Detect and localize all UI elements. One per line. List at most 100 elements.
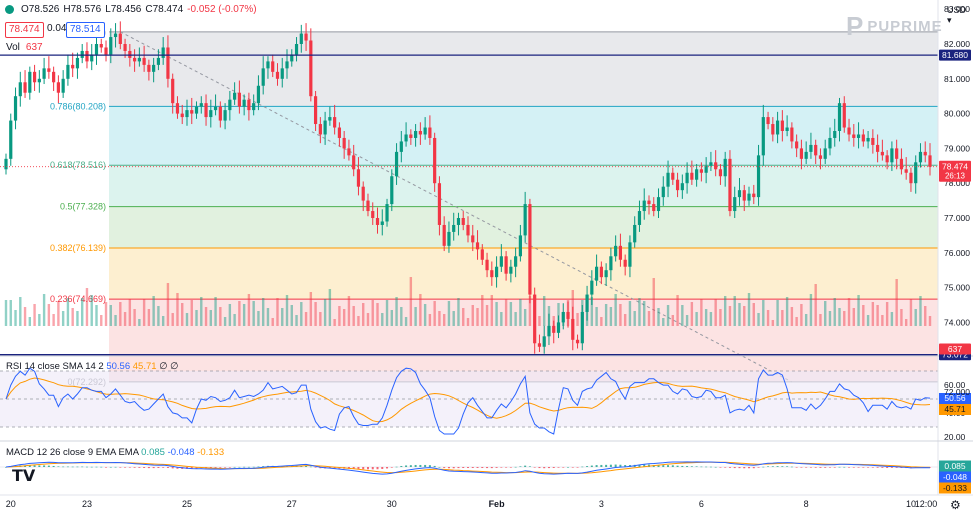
candle-body bbox=[914, 162, 918, 184]
time-tick-label: 23 bbox=[82, 499, 92, 509]
macd-histogram-bar bbox=[138, 467, 141, 468]
volume-bar bbox=[238, 301, 241, 326]
volume-bar bbox=[252, 301, 255, 326]
volume-bar bbox=[33, 304, 36, 326]
volume-bar bbox=[809, 294, 813, 326]
volume-bar bbox=[828, 311, 832, 326]
macd-value: -0.048 bbox=[167, 447, 195, 458]
macd-histogram-bar bbox=[471, 467, 474, 468]
fib-label: 0.236(74.669) bbox=[50, 294, 106, 304]
candle-body bbox=[666, 172, 670, 187]
candle-body bbox=[842, 103, 846, 128]
macd-histogram-bar bbox=[528, 466, 531, 467]
volume-bar bbox=[633, 311, 636, 326]
candle-body bbox=[275, 71, 280, 79]
candle-body bbox=[318, 124, 322, 135]
macd-histogram-bar bbox=[667, 465, 670, 467]
macd-histogram-bar bbox=[119, 467, 122, 468]
candle-body bbox=[266, 61, 270, 69]
volume-bar bbox=[257, 311, 260, 326]
volume-bar bbox=[614, 294, 617, 326]
macd-histogram-bar bbox=[233, 466, 236, 468]
macd-histogram-bar bbox=[533, 467, 536, 468]
candle-body bbox=[856, 134, 861, 138]
candle-body bbox=[766, 117, 770, 125]
macd-histogram-bar bbox=[467, 467, 469, 468]
macd-histogram-bar bbox=[552, 467, 555, 468]
candle-body bbox=[285, 61, 289, 69]
macd-histogram-bar bbox=[57, 466, 60, 468]
buy-button[interactable]: 78.514 bbox=[66, 22, 105, 38]
macd-histogram-bar bbox=[424, 464, 427, 467]
macd-histogram-bar bbox=[219, 467, 222, 468]
time-tick-label: 25 bbox=[182, 499, 192, 509]
hline-price-badge: 73.072 bbox=[942, 350, 968, 360]
candle-body bbox=[328, 117, 332, 121]
rsi-legend-title: RSI 14 close SMA 14 2 bbox=[6, 361, 104, 372]
candle-body bbox=[71, 64, 75, 69]
macd-legend-title: MACD 12 26 close 9 EMA EMA bbox=[6, 447, 139, 458]
volume-bar bbox=[428, 314, 432, 326]
candle-body bbox=[771, 124, 775, 135]
high-value: H78.576 bbox=[63, 4, 102, 15]
macd-histogram-bar bbox=[438, 466, 441, 468]
rsi-sma-badge-bg bbox=[939, 404, 971, 415]
volume-bar bbox=[328, 289, 332, 326]
candle-body bbox=[380, 221, 384, 225]
macd-histogram-bar bbox=[643, 464, 646, 467]
macd-histogram-bar bbox=[95, 466, 98, 468]
volume-bar bbox=[838, 308, 841, 326]
spread-value: 0.040 bbox=[47, 23, 73, 34]
gear-icon[interactable]: ⚙ bbox=[950, 498, 961, 512]
volume-bar bbox=[42, 294, 46, 326]
macd-histogram-bar bbox=[100, 466, 103, 468]
candle-body bbox=[918, 151, 923, 163]
currency-selector[interactable]: USD ▾ bbox=[947, 5, 973, 26]
volume-bar bbox=[414, 307, 417, 326]
candle-body bbox=[337, 127, 342, 138]
rsi-badge: 50.56 bbox=[944, 393, 966, 403]
candle-body bbox=[161, 47, 165, 58]
macd-histogram-bar bbox=[347, 467, 350, 469]
volume-bar bbox=[219, 307, 222, 326]
volume-bar bbox=[295, 315, 298, 326]
candle-body bbox=[185, 110, 189, 118]
volume-bar bbox=[81, 298, 84, 326]
candle-body bbox=[113, 33, 118, 38]
candle-body bbox=[809, 144, 813, 152]
volume-bar bbox=[438, 311, 441, 326]
volume-bar bbox=[433, 301, 436, 326]
sell-button[interactable]: 78.474 bbox=[5, 22, 44, 38]
macd-histogram-bar bbox=[624, 465, 627, 467]
macd-histogram-bar bbox=[800, 467, 803, 468]
volume-bar bbox=[623, 314, 627, 326]
candle-body bbox=[171, 78, 175, 104]
volume-bar bbox=[4, 300, 8, 326]
ohlc-legend: O78.526 H78.576 L78.456 C78.474 -0.052 (… bbox=[5, 4, 257, 15]
candle-body bbox=[109, 37, 113, 55]
volume-bar bbox=[747, 293, 751, 326]
macd-histogram-bar bbox=[600, 464, 603, 467]
macd-histogram-bar bbox=[371, 467, 374, 470]
candle-body bbox=[509, 266, 513, 274]
candle-body bbox=[647, 200, 651, 205]
candle-body bbox=[790, 127, 794, 142]
macd-histogram-bar bbox=[662, 465, 665, 467]
candle-body bbox=[623, 259, 627, 267]
volume-bar bbox=[381, 313, 384, 326]
candle-body bbox=[409, 134, 413, 138]
macd-histogram-bar bbox=[109, 466, 112, 468]
candle-body bbox=[471, 235, 475, 243]
candle-body bbox=[818, 155, 823, 159]
macd-histogram-bar bbox=[605, 464, 608, 467]
macd-histogram-bar bbox=[90, 466, 93, 468]
macd-badge: -0.048 bbox=[943, 472, 967, 482]
volume-bar bbox=[319, 312, 322, 326]
candle-body bbox=[795, 141, 799, 149]
candle-body bbox=[718, 169, 723, 177]
candle-body bbox=[928, 155, 932, 167]
time-tick-label: 3 bbox=[599, 499, 604, 509]
macd-histogram-bar bbox=[719, 467, 722, 468]
volume-bar bbox=[371, 300, 374, 326]
